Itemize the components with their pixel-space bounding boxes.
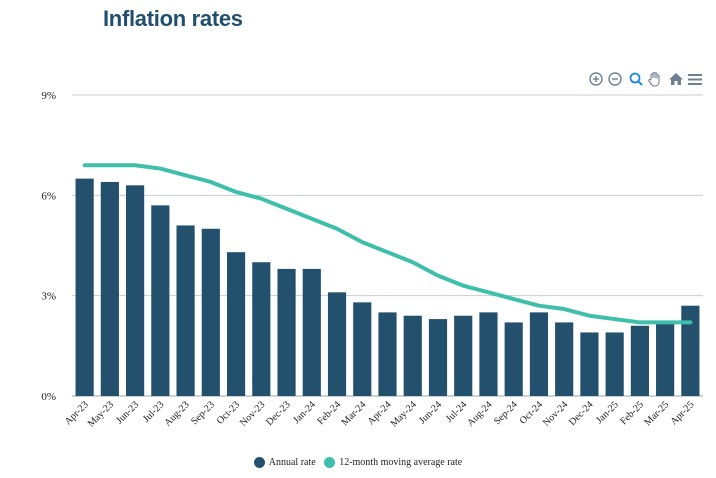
x-tick-label: Aug-24: [465, 399, 494, 428]
bar-annual-rate[interactable]: [353, 302, 372, 396]
x-tick-label: Sep-23: [189, 399, 217, 427]
legend-item-moving-average[interactable]: 12-month moving average rate: [324, 457, 462, 468]
x-tick-label: Sep-24: [492, 399, 520, 427]
bar-annual-rate[interactable]: [100, 181, 119, 396]
x-tick-label: Mar-25: [642, 399, 671, 428]
bar-annual-rate[interactable]: [656, 322, 675, 396]
x-tick-label: Feb-25: [618, 399, 646, 427]
x-tick-label: May-24: [389, 399, 419, 429]
bar-annual-rate[interactable]: [454, 315, 473, 396]
bar-annual-rate[interactable]: [176, 225, 195, 396]
x-tick-label: Jun-24: [417, 399, 444, 426]
x-tick-label: Dec-24: [567, 399, 596, 428]
chart-toolbar: [588, 70, 706, 90]
bar-annual-rate[interactable]: [479, 312, 498, 396]
bar-annual-rate[interactable]: [252, 262, 271, 396]
legend-item-annual-rate[interactable]: Annual rate: [253, 457, 316, 468]
y-tick-label: 0%: [41, 391, 56, 403]
x-tick-label: Nov-23: [238, 399, 267, 428]
x-tick-label: Jan-24: [291, 399, 318, 426]
x-tick-label: Nov-24: [541, 399, 570, 428]
bar-annual-rate[interactable]: [605, 332, 624, 396]
x-tick-label: Oct-24: [518, 399, 545, 426]
bar-annual-rate[interactable]: [151, 205, 170, 396]
bar-annual-rate[interactable]: [327, 292, 347, 396]
magnifier-icon[interactable]: [628, 70, 644, 88]
x-tick-label: Apr-25: [668, 399, 696, 427]
bar-annual-rate[interactable]: [555, 322, 574, 396]
bar-annual-rate[interactable]: [529, 312, 549, 396]
zoom-out-icon[interactable]: [607, 70, 623, 88]
y-tick-label: 6%: [41, 190, 56, 202]
x-tick-label: Dec-23: [264, 399, 293, 428]
chart-legend: Annual rate 12-month moving average rate: [0, 457, 716, 471]
bar-annual-rate[interactable]: [378, 312, 397, 396]
bar-annual-rate[interactable]: [504, 322, 523, 396]
menu-icon[interactable]: [687, 70, 703, 88]
bar-annual-rate[interactable]: [681, 305, 700, 396]
bar-annual-rate[interactable]: [580, 332, 599, 396]
bar-annual-rate[interactable]: [428, 319, 448, 396]
y-tick-label: 3%: [41, 291, 56, 303]
bar-annual-rate[interactable]: [403, 315, 422, 396]
bar-annual-rate[interactable]: [630, 325, 649, 396]
bar-annual-rate[interactable]: [277, 268, 296, 396]
x-tick-label: Mar-24: [340, 399, 369, 428]
zoom-in-icon[interactable]: [588, 70, 604, 88]
home-icon[interactable]: [668, 70, 684, 88]
chart-title: Inflation rates: [103, 6, 243, 31]
bar-annual-rate[interactable]: [126, 185, 145, 396]
bar-annual-rate[interactable]: [201, 228, 220, 396]
pan-hand-icon[interactable]: [647, 70, 663, 88]
legend-label-moving-average: 12-month moving average rate: [339, 457, 463, 468]
bar-annual-rate[interactable]: [75, 178, 94, 396]
y-tick-label: 9%: [41, 90, 56, 102]
x-tick-label: Feb-24: [315, 399, 343, 427]
bar-annual-rate[interactable]: [302, 268, 321, 396]
x-tick-label: Jan-25: [594, 399, 621, 426]
x-tick-label: Jun-23: [114, 399, 141, 426]
x-tick-label: Aug-23: [162, 399, 191, 428]
line-moving-average[interactable]: [82, 163, 693, 325]
legend-marker-moving-average: [324, 457, 336, 468]
x-tick-label: May-23: [86, 399, 116, 429]
legend-marker-annual-rate: [253, 457, 265, 468]
legend-label-annual-rate: Annual rate: [268, 457, 316, 468]
x-tick-label: Oct-23: [215, 399, 242, 426]
bar-annual-rate[interactable]: [226, 252, 246, 396]
